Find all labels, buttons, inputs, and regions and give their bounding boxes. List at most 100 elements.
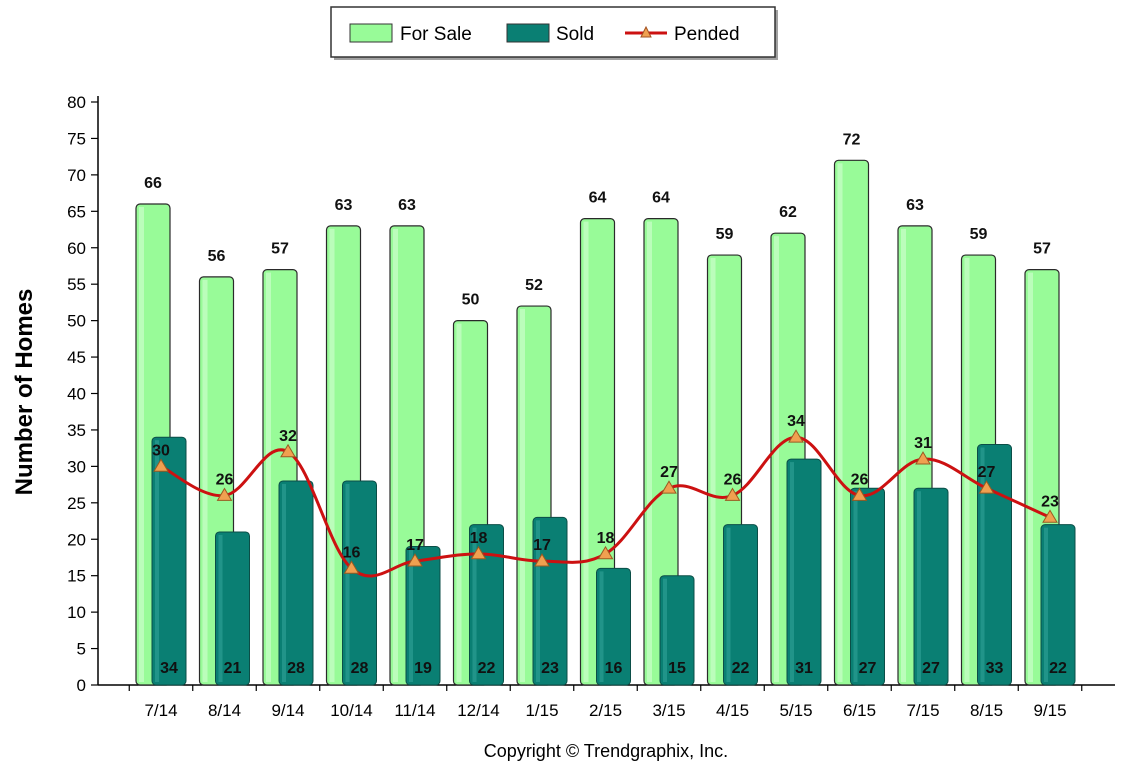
x-tick-label: 3/15 [652, 701, 685, 720]
bar-sold-highlight [472, 527, 477, 682]
data-label-pended: 26 [216, 472, 234, 489]
bar-sold-highlight [155, 440, 159, 682]
data-label-for-sale: 50 [462, 292, 480, 309]
data-label-pended: 32 [279, 428, 297, 445]
data-label-for-sale: 72 [843, 131, 861, 148]
legend: For Sale Sold Pended [330, 6, 778, 60]
data-label-for-sale: 62 [779, 204, 797, 221]
bar-for-sale-highlight [647, 221, 652, 682]
series-sold [151, 436, 1076, 686]
legend-box [330, 6, 776, 58]
data-labels: 66 56 57 63 63 50 52 64 64 59 62 72 63 59 57 34 21 28 28 19… [144, 131, 1067, 677]
data-label-sold: 34 [160, 660, 178, 677]
marker-pended [661, 480, 677, 494]
x-tick-label: 2/15 [589, 701, 622, 720]
bar-sold [151, 436, 187, 686]
bar-for-sale-highlight [774, 236, 779, 683]
bar-sold-highlight [218, 534, 223, 682]
marker-pended [470, 545, 487, 560]
data-label-for-sale: 56 [208, 248, 226, 265]
y-tick-label: 5 [77, 640, 86, 659]
bar-for-sale [643, 218, 679, 686]
bar-sold [469, 524, 504, 686]
marker-pended [280, 443, 296, 458]
marker-pended [851, 487, 868, 501]
legend-swatch-for-sale [349, 23, 393, 43]
data-label-for-sale: 57 [271, 241, 289, 258]
bar-for-sale-highlight [1028, 272, 1033, 682]
marker-pended [534, 553, 550, 567]
y-tick-label: 55 [67, 275, 86, 294]
y-tick-label: 40 [67, 385, 86, 404]
y-tick-label: 50 [67, 312, 86, 331]
bar-sold-highlight [345, 483, 350, 682]
data-label-pended: 18 [470, 530, 488, 547]
x-tick-label: 7/15 [906, 701, 939, 720]
bar-for-sale-highlight [202, 279, 208, 682]
bar-for-sale-highlight [710, 258, 716, 682]
bar-for-sale-highlight [901, 228, 906, 682]
bar-for-sale-highlight [266, 272, 271, 682]
bar-for-sale-highlight [964, 258, 970, 682]
x-tick-label: 9/15 [1033, 701, 1066, 720]
data-label-sold: 16 [605, 660, 623, 677]
bar-sold [659, 575, 695, 686]
data-label-for-sale: 63 [335, 197, 353, 214]
data-label-pended: 27 [660, 464, 678, 481]
bar-for-sale-highlight [393, 228, 398, 682]
y-tick-label: 35 [67, 421, 86, 440]
data-label-sold: 28 [351, 660, 369, 677]
legend-label-for-sale: For Sale [400, 24, 472, 45]
legend-label-pended: Pended [674, 24, 740, 45]
bar-sold-highlight [1044, 527, 1048, 682]
data-label-sold: 21 [224, 660, 242, 677]
bar-for-sale-highlight [456, 323, 462, 682]
bar-sold-highlight [409, 549, 413, 682]
bar-sold [1040, 524, 1076, 686]
x-axis: 7/14 8/14 9/14 10/14 11/14 12/14 1/15 2/15 3/15 4… [98, 684, 1115, 720]
y-tick-label: 75 [67, 129, 86, 148]
bar-for-sale-highlight [837, 163, 843, 683]
x-tick-label: 8/15 [970, 701, 1003, 720]
copyright-text: Copyright © Trendgraphix, Inc. [484, 741, 728, 761]
bar-sold [405, 546, 441, 686]
x-tick-label: 6/15 [843, 701, 876, 720]
x-tick-label: 10/14 [330, 701, 373, 720]
legend-label-sold: Sold [556, 24, 594, 45]
bar-sold-highlight [726, 527, 731, 682]
data-label-sold: 15 [668, 660, 686, 677]
y-tick-label: 45 [67, 348, 86, 367]
data-label-for-sale: 57 [1033, 241, 1051, 258]
marker-pended [1042, 509, 1058, 523]
data-label-sold: 33 [986, 660, 1004, 677]
y-tick-label: 10 [67, 603, 86, 622]
data-label-for-sale: 52 [525, 277, 543, 294]
data-label-pended: 23 [1041, 493, 1059, 510]
y-tick-label: 20 [67, 530, 86, 549]
bar-sold-highlight [790, 462, 794, 682]
bar-sold-highlight [980, 447, 985, 682]
data-label-pended: 17 [406, 537, 424, 554]
data-label-sold: 27 [859, 660, 877, 677]
data-label-for-sale: 63 [398, 197, 416, 214]
y-tick-label: 0 [77, 676, 86, 695]
data-label-for-sale: 64 [589, 190, 607, 207]
y-tick-label: 65 [67, 202, 86, 221]
bar-sold [723, 524, 758, 686]
y-tick-label: 30 [67, 457, 86, 476]
data-label-for-sale: 63 [906, 197, 924, 214]
data-label-for-sale: 59 [716, 226, 734, 243]
x-tick-label: 5/15 [779, 701, 812, 720]
data-label-pended: 27 [978, 464, 996, 481]
x-tick-label: 1/15 [525, 701, 558, 720]
bar-sold [215, 531, 250, 686]
y-tick-label: 15 [67, 567, 86, 586]
bar-sold [342, 480, 377, 686]
data-label-pended: 26 [851, 472, 869, 489]
bar-sold [913, 487, 949, 686]
legend-marker-pended [640, 25, 652, 38]
bar-sold-highlight [282, 483, 286, 682]
data-label-pended: 18 [597, 530, 615, 547]
